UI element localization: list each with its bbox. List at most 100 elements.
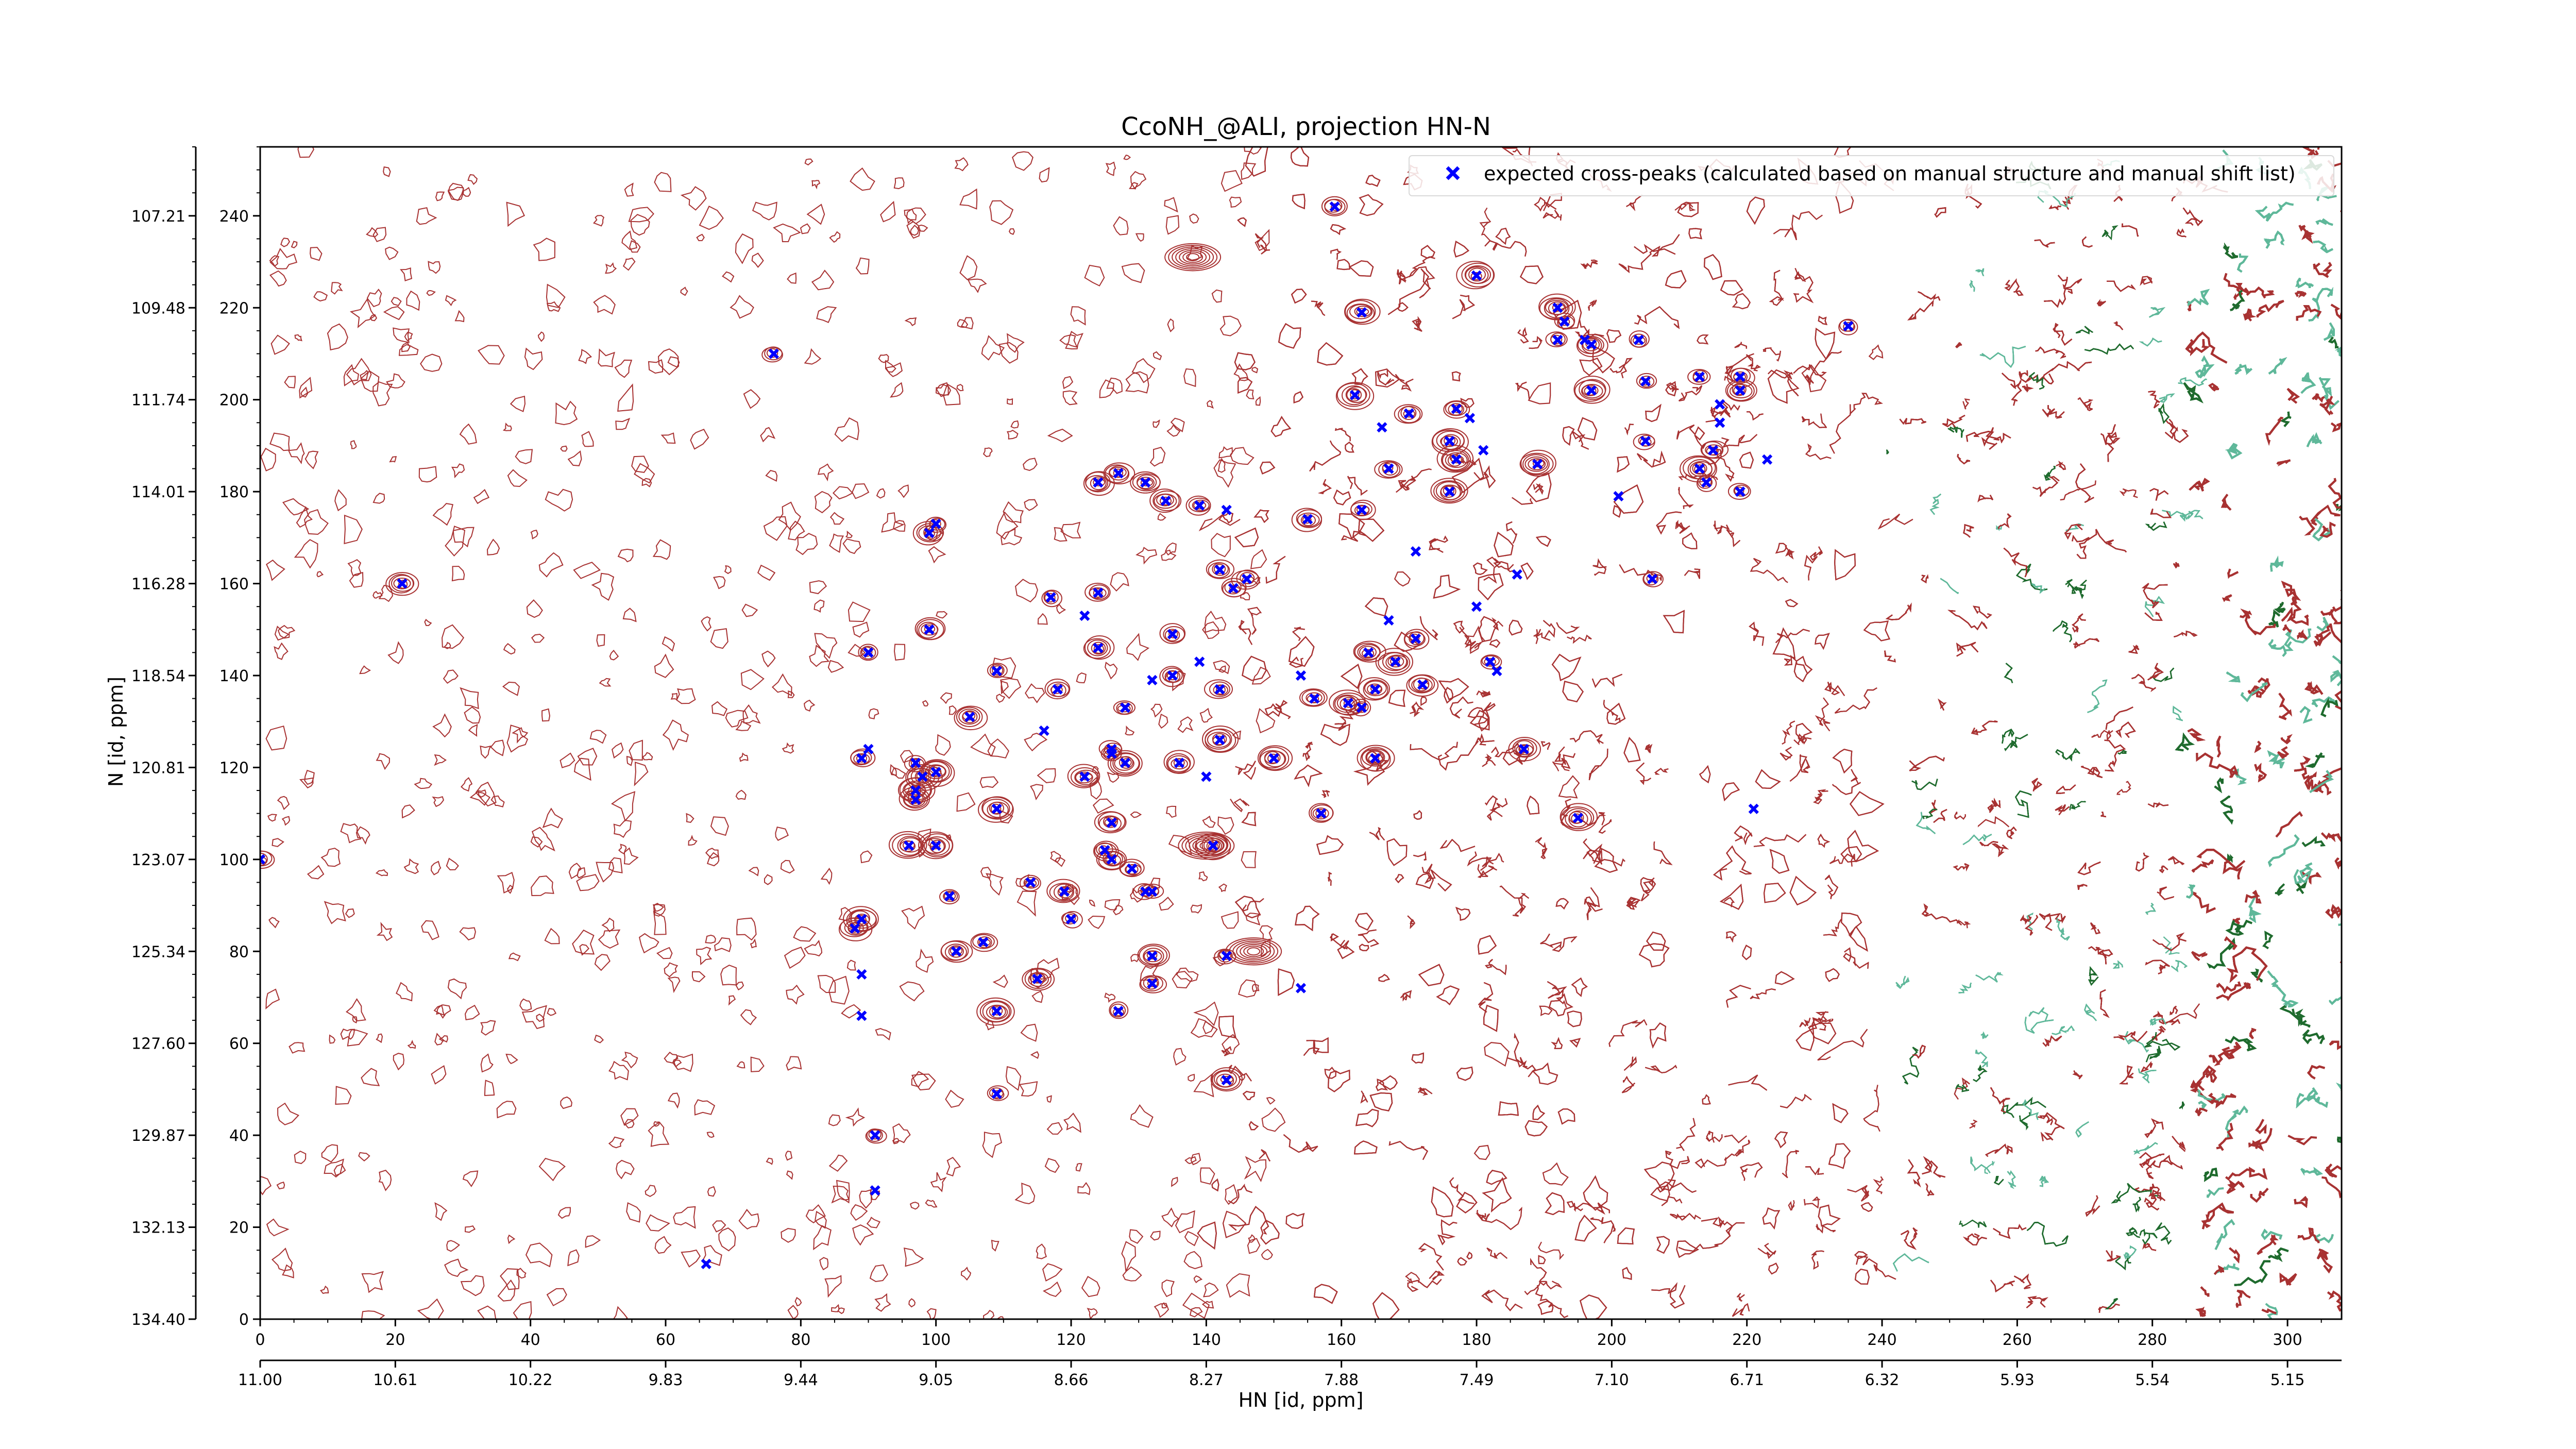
cross-peak-marker	[910, 785, 921, 796]
contour-line	[1649, 1022, 1667, 1049]
contour-line	[1562, 681, 1584, 703]
contour-line	[1479, 207, 1492, 242]
contour-line	[1472, 562, 1488, 575]
contour-line	[1020, 1023, 1038, 1042]
contour-line	[1330, 224, 1346, 235]
contour-line	[2016, 563, 2048, 591]
contour-line	[403, 858, 419, 874]
contour-line	[648, 1121, 670, 1147]
contour-line	[859, 1189, 872, 1209]
contour-line	[281, 816, 291, 826]
contour-line	[1617, 1227, 1635, 1245]
contour-line	[2139, 1152, 2153, 1169]
contour-line	[1551, 653, 1582, 681]
contour-line	[2039, 913, 2066, 931]
contour-line	[982, 1132, 1003, 1158]
contour-line	[2301, 836, 2326, 847]
peak-contour	[1168, 245, 1218, 270]
contour-line	[1197, 1221, 1217, 1250]
contour-line	[1486, 807, 1503, 821]
cross-peak-marker	[1079, 771, 1090, 782]
contour-line	[2292, 1008, 2307, 1027]
contour-line	[660, 432, 676, 444]
contour-line	[1245, 913, 1261, 926]
contour-line	[1586, 851, 1625, 867]
contour-line	[1823, 919, 1842, 937]
contour-line	[407, 1039, 416, 1049]
contour-line	[1388, 1141, 1429, 1160]
cross-peak-marker	[1715, 417, 1725, 428]
contour-line	[1188, 1073, 1195, 1082]
contour-line	[1351, 368, 1368, 385]
cross-peak-marker	[768, 348, 779, 359]
contour-line	[629, 739, 643, 761]
contour-line	[334, 489, 347, 512]
contour-line	[2334, 690, 2342, 711]
contour-line	[809, 645, 830, 667]
cross-peak-marker	[1120, 702, 1131, 713]
contour-line	[1121, 1241, 1136, 1273]
contour-line	[2175, 732, 2195, 752]
contour-line	[1834, 687, 1877, 714]
contour-line	[1909, 755, 1945, 771]
contour-line	[648, 359, 664, 374]
contour-line	[1834, 549, 1856, 581]
contour-line	[1189, 1307, 1203, 1318]
contour-line	[1801, 413, 1827, 428]
peak-contour	[1139, 975, 1167, 993]
contour-line	[1782, 720, 1795, 745]
peak-contour	[1217, 949, 1233, 963]
contour-line	[480, 1053, 494, 1073]
contour-line	[2299, 515, 2315, 536]
contour-line	[1555, 898, 1569, 910]
contour-line	[401, 804, 415, 819]
contour-line	[1338, 513, 1365, 540]
contour-line	[2096, 299, 2106, 307]
peak-contour	[1411, 678, 1433, 693]
contour-line	[1934, 207, 1946, 218]
contour-line	[1740, 1162, 1763, 1181]
peak-contour	[1642, 571, 1664, 587]
peak-contour	[1110, 1003, 1126, 1018]
contour-line	[414, 778, 433, 789]
contour-line	[1365, 175, 1381, 187]
contour-line	[1485, 958, 1507, 975]
contour-line	[911, 1073, 936, 1091]
contour-line	[459, 423, 477, 445]
contour-line	[573, 757, 591, 781]
peak-contour	[1359, 646, 1377, 659]
cross-peak-marker	[1735, 371, 1745, 382]
contour-line	[1405, 1272, 1420, 1284]
cross-peak-marker	[1410, 633, 1421, 644]
contour-line	[1801, 413, 1827, 428]
contour-line	[2329, 996, 2342, 1005]
contour-line	[1524, 1280, 1563, 1295]
contour-line	[1849, 925, 1868, 952]
cross-peak-marker	[1735, 486, 1745, 497]
contour-line	[1477, 864, 1497, 879]
contour-line	[1452, 294, 1476, 319]
contour-line	[885, 362, 903, 377]
contour-line	[1420, 245, 1435, 259]
contour-line	[383, 166, 391, 177]
contour-line	[935, 384, 952, 396]
peak-contour	[1185, 495, 1211, 516]
contour-line	[806, 204, 825, 225]
contour-line	[350, 440, 357, 449]
contour-line	[2328, 478, 2342, 509]
contour-line	[1377, 370, 1395, 386]
contour-line	[1378, 1075, 1398, 1090]
peak-contour	[918, 831, 954, 860]
contour-line	[622, 257, 636, 271]
contour-line	[2234, 364, 2252, 375]
contour-line	[916, 948, 934, 973]
contour-line	[1019, 1081, 1038, 1097]
peak-contour	[1159, 666, 1184, 687]
contour-line	[345, 908, 355, 918]
contour-line	[1963, 1233, 1987, 1245]
contour-line	[1364, 597, 1388, 617]
contour-line	[1788, 1200, 1795, 1211]
contour-line	[892, 1138, 900, 1144]
contour-line	[1577, 417, 1598, 441]
peak-contour	[1105, 855, 1116, 865]
